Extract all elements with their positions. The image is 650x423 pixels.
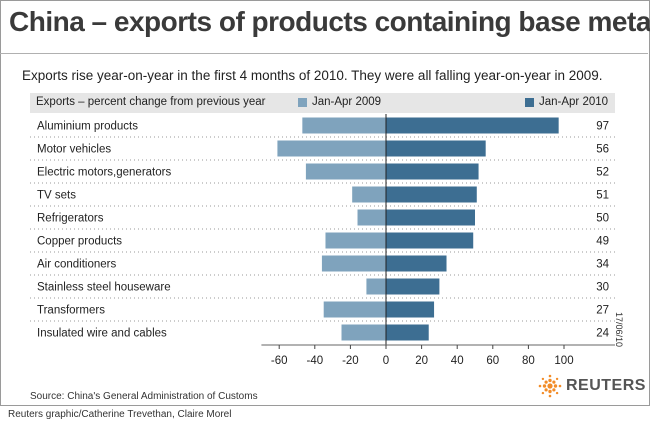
x-tick-label: 20 xyxy=(415,355,428,367)
category-label: Air conditioners xyxy=(37,259,117,271)
category-label: Copper products xyxy=(37,236,122,248)
value-label: 56 xyxy=(596,144,609,156)
value-label: 51 xyxy=(596,190,609,202)
chart-title: China – exports of products containing b… xyxy=(9,6,650,37)
category-label: Transformers xyxy=(37,305,105,317)
reuters-logo-icon xyxy=(538,374,562,398)
bar-2010 xyxy=(386,209,475,226)
graphic-frame xyxy=(0,0,650,406)
x-tick-label: 80 xyxy=(522,355,535,367)
bar-2010 xyxy=(386,163,479,180)
row-separators xyxy=(30,136,615,322)
bar-2009 xyxy=(341,324,386,341)
bar-2009 xyxy=(352,186,386,203)
category-label: Stainless steel houseware xyxy=(37,282,171,294)
category-labels: Aluminium products Motor vehicles Electric… xyxy=(37,121,171,340)
bar-2009 xyxy=(366,278,386,295)
x-tick-label: 60 xyxy=(486,355,499,367)
value-label: 52 xyxy=(596,167,609,179)
value-label: 24 xyxy=(596,328,609,340)
credit-note: Reuters graphic/Catherine Trevethan, Cla… xyxy=(8,409,232,420)
date-stamp: 17/06/10 xyxy=(614,312,624,348)
chart-header-row xyxy=(30,93,615,113)
value-label: 30 xyxy=(596,282,609,294)
bar-2010 xyxy=(386,278,440,295)
category-label: Aluminium products xyxy=(37,121,138,133)
legend-swatch-2009 xyxy=(298,98,307,107)
legend-label-2010: Jan-Apr 2010 xyxy=(539,96,609,108)
category-label: Insulated wire and cables xyxy=(37,328,167,340)
legend-swatch-2010 xyxy=(525,98,534,107)
bar-2010 xyxy=(386,140,486,157)
legend-label-2009: Jan-Apr 2009 xyxy=(312,96,382,108)
bar-2009 xyxy=(277,140,386,157)
zero-axis xyxy=(261,114,615,349)
bar-2009 xyxy=(357,209,386,226)
bar-2010 xyxy=(386,301,435,318)
x-tick-label: 100 xyxy=(554,355,573,367)
bar-2009 xyxy=(321,255,386,272)
x-axis-ticks: -60 -40 -20 0 20 40 60 80 100 xyxy=(271,345,574,367)
value-label: 34 xyxy=(596,259,609,271)
x-tick-label: -20 xyxy=(342,355,359,367)
bar-2010 xyxy=(386,255,447,272)
bars xyxy=(277,117,559,341)
bar-2009 xyxy=(323,301,386,318)
x-tick-label: -60 xyxy=(271,355,288,367)
value-label: 50 xyxy=(596,213,609,225)
category-label: Electric motors,generators xyxy=(37,167,171,179)
bar-2010 xyxy=(386,324,429,341)
bar-2010 xyxy=(386,232,474,249)
source-note: Source: China's General Administration o… xyxy=(30,391,258,402)
value-label: 27 xyxy=(596,305,609,317)
x-tick-label: 40 xyxy=(451,355,464,367)
bar-2010 xyxy=(386,117,559,134)
bar-2009 xyxy=(305,163,386,180)
bar-2009 xyxy=(302,117,386,134)
title-divider xyxy=(0,53,648,54)
category-label: TV sets xyxy=(37,190,76,202)
reuters-logo-text: REUTERS xyxy=(566,377,646,394)
category-label: Refrigerators xyxy=(37,213,104,225)
chart-header-label: Exports – percent change from previous y… xyxy=(36,96,266,108)
reuters-logo: REUTERS xyxy=(538,374,646,398)
category-label: Motor vehicles xyxy=(37,144,111,156)
bar-2009 xyxy=(325,232,386,249)
bar-2010 xyxy=(386,186,477,203)
chart-subtitle: Exports rise year-on-year in the first 4… xyxy=(22,68,603,83)
value-labels: 97 56 52 51 50 49 34 30 27 24 xyxy=(596,121,609,340)
x-tick-label: -40 xyxy=(306,355,323,367)
value-label: 49 xyxy=(596,236,609,248)
x-tick-label: 0 xyxy=(383,355,389,367)
value-label: 97 xyxy=(596,121,609,133)
